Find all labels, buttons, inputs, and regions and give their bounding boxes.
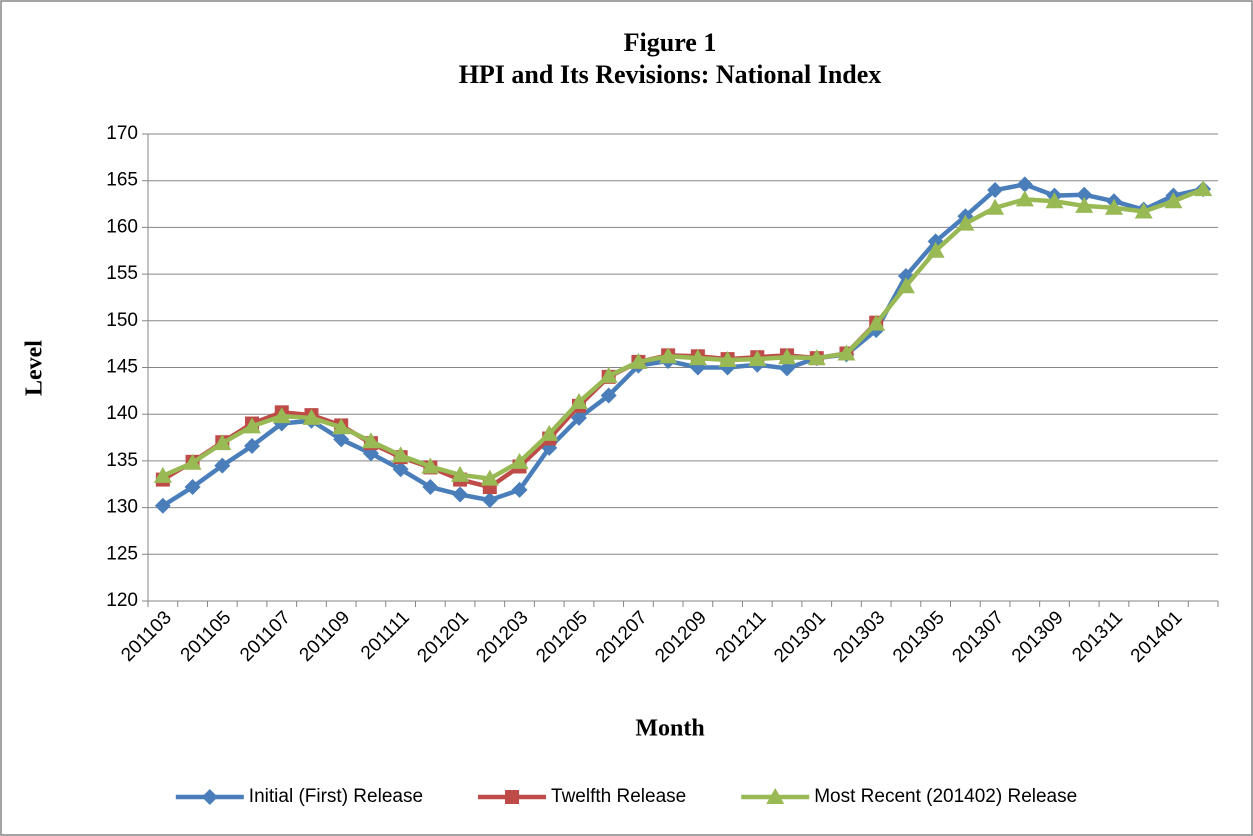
- marker-diamond: [184, 479, 201, 496]
- marker-triangle: [153, 466, 172, 483]
- chart-subtitle: HPI and Its Revisions: National Index: [459, 60, 882, 89]
- y-tick-label: 140: [106, 403, 138, 424]
- marker-triangle: [569, 393, 588, 410]
- marker-diamond: [1076, 186, 1093, 203]
- marker-triangle: [272, 407, 291, 424]
- legend-label: Most Recent (201402) Release: [814, 786, 1077, 807]
- marker-diamond: [333, 431, 350, 448]
- marker-triangle: [748, 350, 767, 367]
- marker-diamond: [201, 789, 218, 805]
- marker-triangle: [1104, 198, 1123, 215]
- marker-triangle: [629, 352, 648, 369]
- marker-square: [505, 790, 520, 804]
- y-tick-label: 150: [106, 310, 138, 331]
- marker-triangle: [510, 452, 529, 469]
- marker-triangle: [837, 344, 856, 361]
- marker-triangle: [480, 469, 499, 486]
- marker-triangle: [1134, 202, 1153, 219]
- y-tick-label: 170: [106, 123, 138, 144]
- marker-triangle: [1015, 190, 1034, 207]
- marker-diamond: [154, 497, 171, 514]
- marker-triangle: [867, 314, 886, 331]
- marker-triangle: [1075, 196, 1094, 213]
- marker-triangle: [540, 424, 559, 441]
- marker-diamond: [1016, 176, 1033, 193]
- marker-triangle: [688, 349, 707, 366]
- marker-triangle: [718, 351, 737, 368]
- y-tick-label: 120: [106, 590, 138, 611]
- legend-label: Twelfth Release: [551, 786, 686, 807]
- marker-diamond: [452, 486, 469, 503]
- marker-diamond: [570, 409, 587, 426]
- x-axis-title: Month: [635, 716, 704, 742]
- marker-triangle: [1045, 192, 1064, 209]
- legend: Initial (First) Release Twelfth Release Mo…: [175, 786, 1077, 807]
- marker-triangle: [778, 348, 797, 365]
- y-axis-title: Level: [22, 340, 48, 396]
- marker-triangle: [956, 214, 975, 231]
- marker-triangle: [986, 198, 1005, 215]
- y-tick-label: 160: [106, 216, 138, 237]
- marker-diamond: [987, 182, 1004, 199]
- marker-triangle: [896, 277, 915, 294]
- marker-diamond: [214, 457, 231, 474]
- marker-triangle: [183, 453, 202, 470]
- marker-diamond: [511, 481, 528, 498]
- y-tick-label: 135: [106, 450, 138, 471]
- y-tick-label: 125: [106, 543, 138, 564]
- marker-triangle: [361, 432, 380, 449]
- marker-triangle: [243, 417, 262, 434]
- y-tick-label: 165: [106, 170, 138, 191]
- y-tick-label: 145: [106, 357, 138, 378]
- marker-triangle: [391, 446, 410, 463]
- marker-diamond: [422, 479, 439, 496]
- marker-diamond: [779, 360, 796, 377]
- marker-triangle: [599, 366, 618, 383]
- marker-triangle: [1164, 192, 1183, 209]
- y-tick-label: 130: [106, 497, 138, 518]
- marker-diamond: [392, 461, 409, 478]
- marker-diamond: [481, 492, 498, 509]
- marker-triangle: [807, 349, 826, 366]
- marker-triangle: [659, 347, 678, 364]
- marker-triangle: [421, 457, 440, 474]
- legend-label: Initial (First) Release: [249, 786, 423, 807]
- marker-triangle: [213, 434, 232, 451]
- marker-diamond: [244, 437, 261, 454]
- marker-triangle: [332, 418, 351, 435]
- marker-triangle: [302, 408, 321, 425]
- y-tick-label: 155: [106, 263, 138, 284]
- marker-triangle: [926, 241, 945, 258]
- marker-diamond: [600, 387, 617, 404]
- marker-triangle: [766, 788, 785, 804]
- marker-triangle: [451, 465, 470, 482]
- chart-title: Figure 1: [624, 28, 717, 57]
- marker-triangle: [1194, 180, 1213, 197]
